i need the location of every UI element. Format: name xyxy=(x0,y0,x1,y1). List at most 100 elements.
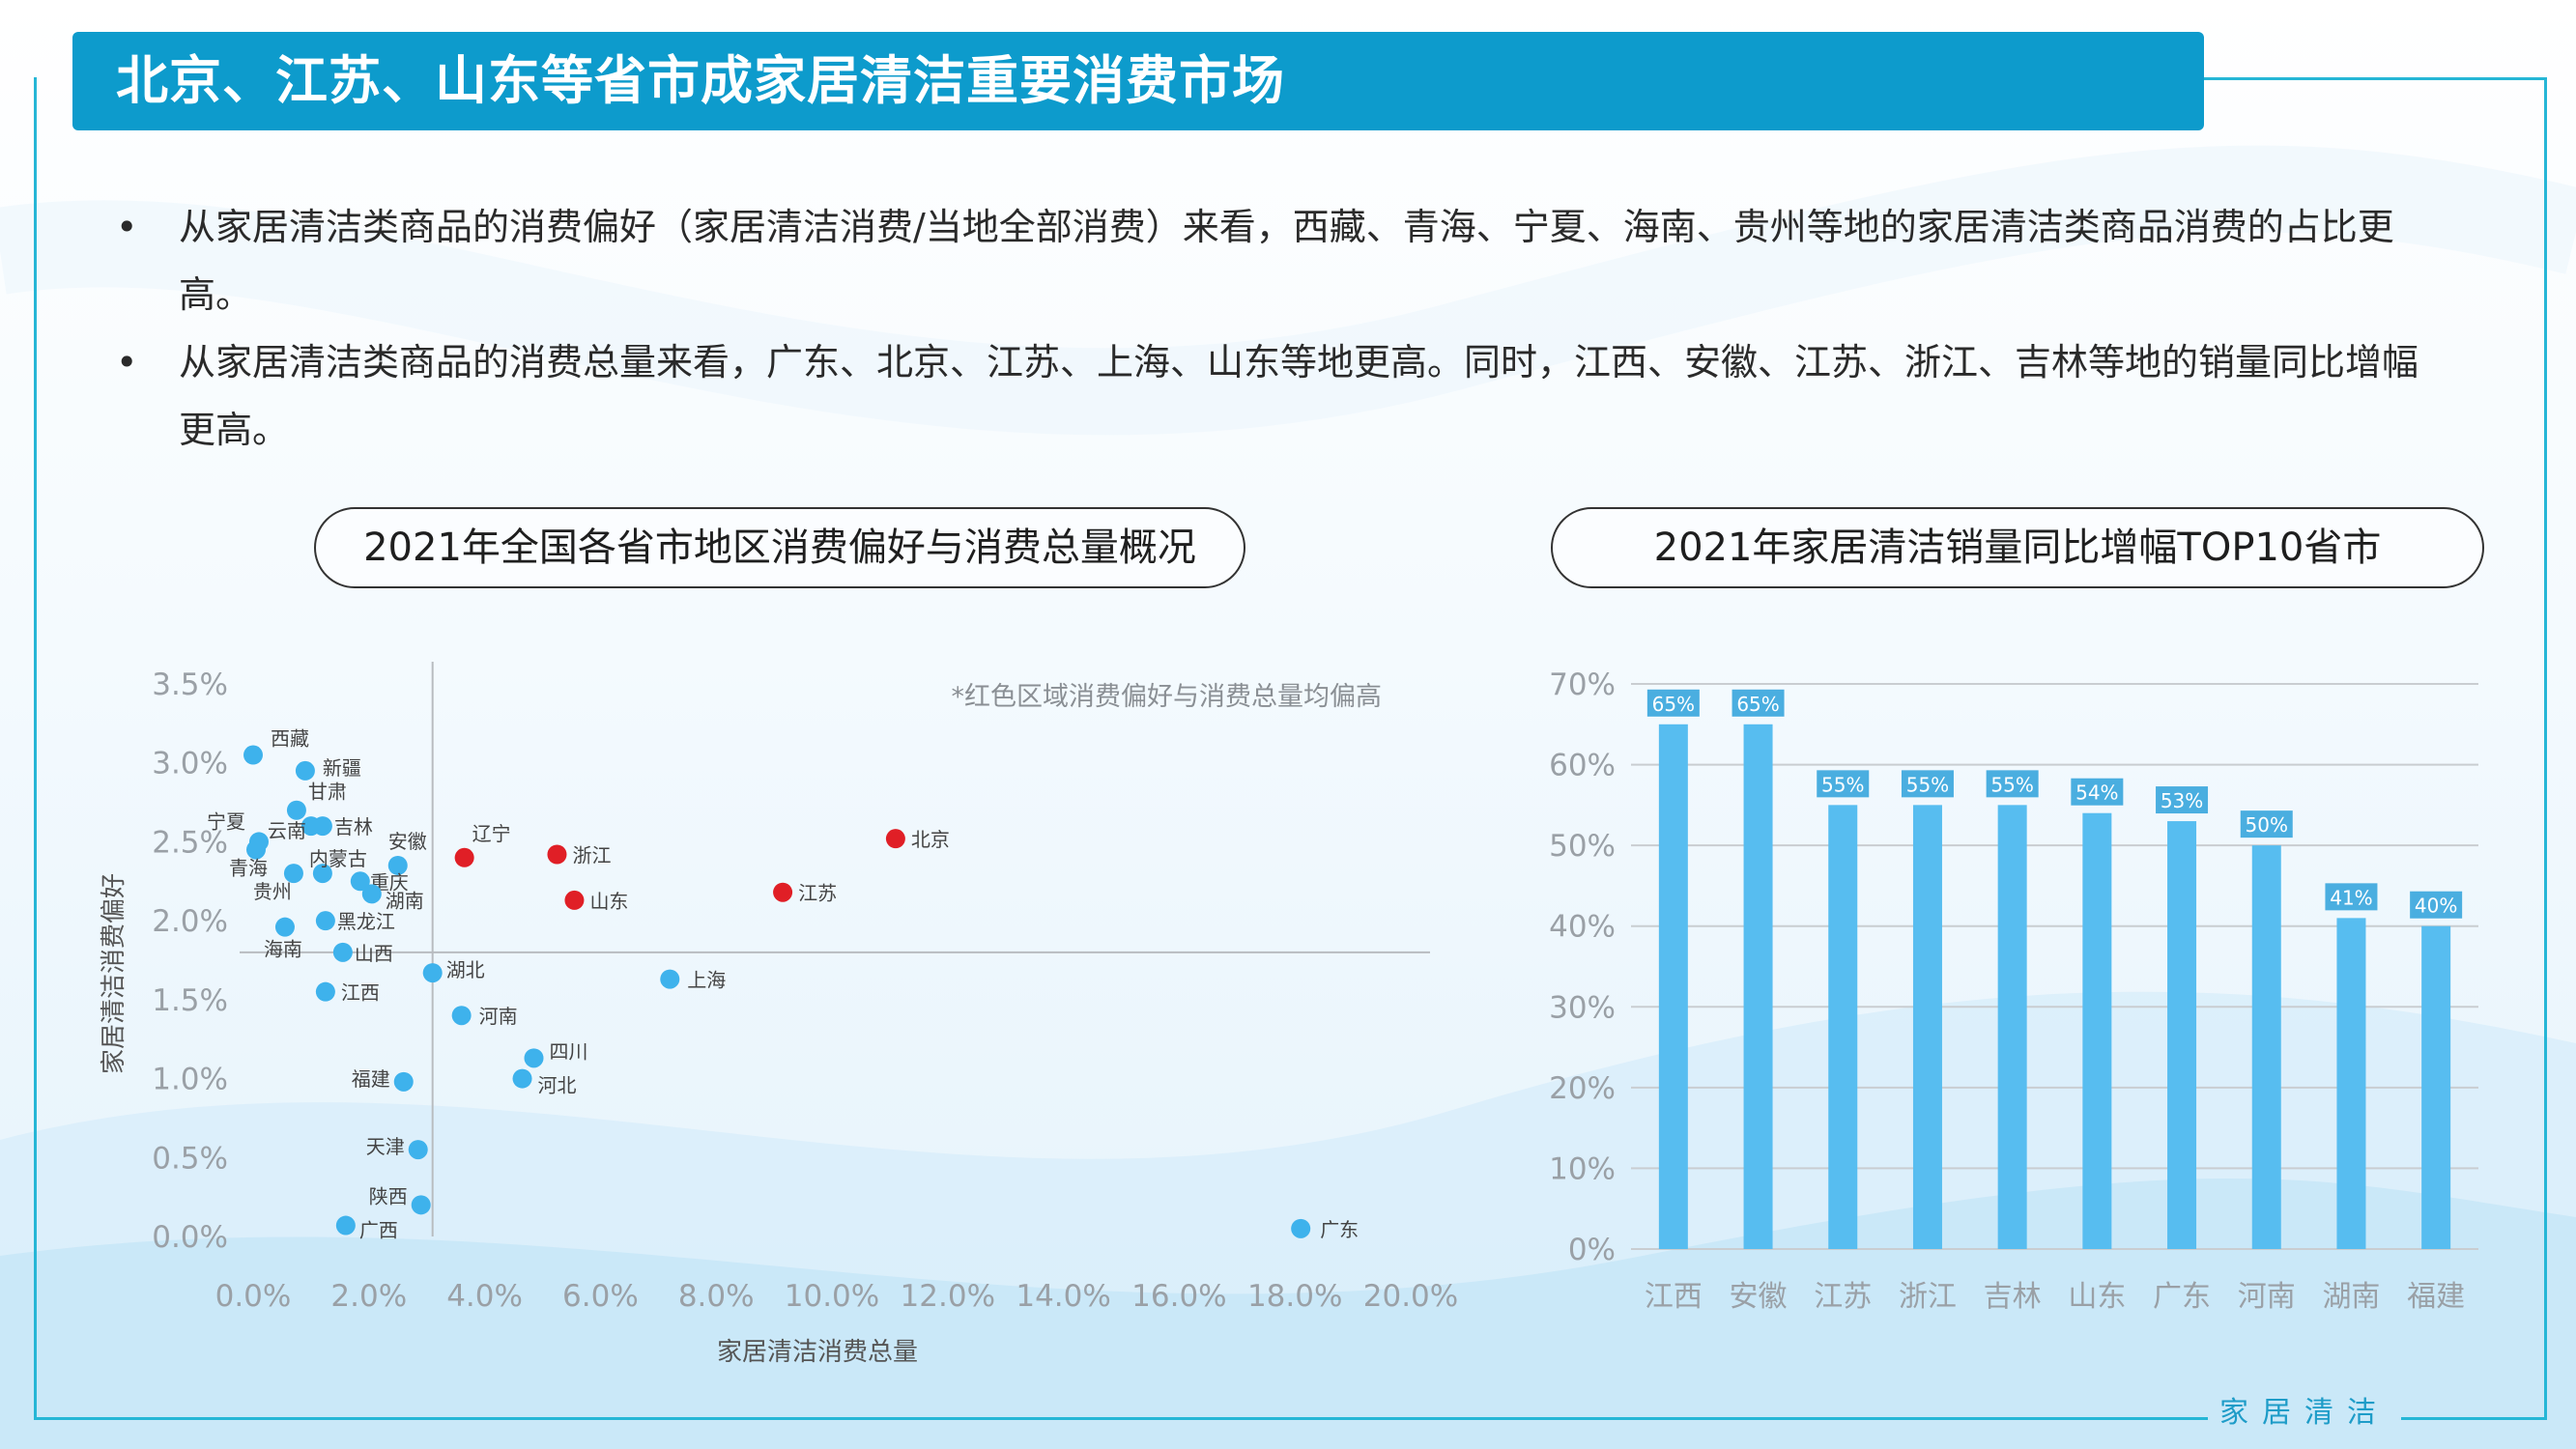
scatter-point-label: 甘肃 xyxy=(308,781,347,804)
scatter-x-tick-label: 20.0% xyxy=(1363,1279,1458,1314)
scatter-y-tick-label: 3.5% xyxy=(152,668,228,702)
scatter-point-label: 辽宁 xyxy=(472,822,511,845)
scatter-point xyxy=(773,882,793,902)
scatter-point-label: 吉林 xyxy=(334,815,373,838)
bullet-text: 从家居清洁类商品的消费偏好（家居清洁消费/当地全部消费）来看，西藏、青海、宁夏、… xyxy=(179,206,2394,316)
bullet-item: • 从家居清洁类商品的消费总量来看，广东、北京、江苏、上海、山东等地更高。同时，… xyxy=(106,328,2445,464)
scatter-y-tick-label: 2.0% xyxy=(152,904,228,939)
scatter-y-tick-label: 0.5% xyxy=(152,1141,228,1176)
bar-y-tick-label: 60% xyxy=(1549,749,1616,783)
scatter-point-label: 安徽 xyxy=(388,830,427,853)
scatter-point-label: 海南 xyxy=(264,938,302,961)
scatter-x-axis-label: 家居清洁消费总量 xyxy=(717,1338,918,1367)
scatter-point-label: 江苏 xyxy=(798,882,837,905)
scatter-point-label: 西藏 xyxy=(271,727,309,751)
scatter-x-tick-label: 6.0% xyxy=(562,1279,639,1314)
bar-y-tick-label: 0% xyxy=(1568,1233,1616,1267)
scatter-point xyxy=(411,1195,431,1215)
scatter-point xyxy=(564,890,585,910)
scatter-y-tick-label: 0.0% xyxy=(152,1220,228,1255)
scatter-point xyxy=(361,884,382,904)
scatter-point-label: 山西 xyxy=(355,942,393,965)
scatter-point xyxy=(512,1068,532,1089)
scatter-x-tick-label: 2.0% xyxy=(330,1279,407,1314)
bar-data-label: 55% xyxy=(1821,773,1864,796)
scatter-point xyxy=(335,1215,356,1236)
scatter-y-tick-label: 1.0% xyxy=(152,1063,228,1097)
scatter-y-tick-label: 2.5% xyxy=(152,825,228,860)
bar-y-tick-label: 10% xyxy=(1549,1151,1616,1186)
scatter-point-label: 青海 xyxy=(229,857,268,880)
scatter-x-tick-label: 10.0% xyxy=(785,1279,879,1314)
scatter-point-label: 湖北 xyxy=(446,958,485,981)
bar-data-label-box xyxy=(2410,891,2463,919)
scatter-point-label: 广西 xyxy=(359,1219,398,1242)
bar-chart-title: 2021年家居清洁销量同比增幅TOP10省市 xyxy=(1551,507,2484,588)
scatter-annotation: *红色区域消费偏好与消费总量均偏高 xyxy=(952,682,1383,712)
bar-category-label: 福建 xyxy=(2407,1280,2465,1314)
scatter-point-label: 福建 xyxy=(352,1067,390,1091)
bullet-text: 从家居清洁类商品的消费总量来看，广东、北京、江苏、上海、山东等地更高。同时，江西… xyxy=(179,341,2419,451)
scatter-point xyxy=(274,917,295,937)
scatter-point-label: 宁夏 xyxy=(207,810,245,833)
bar-data-label-box xyxy=(1986,770,2039,798)
bar-data-label-box xyxy=(1646,689,1700,717)
scatter-point xyxy=(350,871,370,892)
scatter-y-axis-label: 家居清洁消费偏好 xyxy=(100,873,129,1074)
scatter-point xyxy=(295,760,315,781)
bar xyxy=(2167,821,2197,1249)
bar xyxy=(2336,918,2366,1249)
scatter-point xyxy=(312,864,332,884)
scatter-point xyxy=(387,855,408,875)
bar-data-label: 65% xyxy=(1736,693,1779,716)
scatter-point xyxy=(454,847,474,867)
frame-top-right xyxy=(2204,77,2547,80)
bar xyxy=(1912,805,1942,1249)
frame-left xyxy=(34,77,37,1420)
scatter-point xyxy=(547,844,567,865)
bar-data-label: 40% xyxy=(2415,895,2457,918)
scatter-point xyxy=(393,1071,414,1092)
scatter-y-tick-label: 1.5% xyxy=(152,983,228,1018)
bar-data-label: 65% xyxy=(1652,693,1695,716)
bar xyxy=(2082,812,2112,1249)
scatter-point xyxy=(1291,1218,1311,1238)
page-title: 北京、江苏、山东等省市成家居清洁重要消费市场 xyxy=(116,50,1285,111)
scatter-point-label: 北京 xyxy=(911,828,950,851)
scatter-point-label: 四川 xyxy=(550,1039,588,1063)
bar-y-tick-label: 30% xyxy=(1549,990,1616,1025)
scatter-point-label: 黑龙江 xyxy=(337,910,395,933)
scatter-point xyxy=(332,942,353,962)
scatter-point xyxy=(286,800,306,820)
footer-label: 家居清洁 xyxy=(2219,1396,2390,1430)
bar-data-label-box xyxy=(1817,770,1870,798)
scatter-point xyxy=(315,981,335,1002)
bar-category-label: 山东 xyxy=(2068,1280,2126,1314)
scatter-point-label: 河南 xyxy=(479,1005,518,1028)
scatter-point xyxy=(524,1048,544,1068)
bar xyxy=(1997,805,2027,1249)
scatter-point xyxy=(660,969,680,989)
bar xyxy=(2421,925,2451,1249)
scatter-point xyxy=(243,745,263,765)
scatter-title: 2021年全国各省市地区消费偏好与消费总量概况 xyxy=(314,507,1245,588)
bar-y-tick-label: 20% xyxy=(1549,1071,1616,1106)
scatter-point xyxy=(283,864,303,884)
bar-data-label-box xyxy=(1901,770,1954,798)
scatter-y-tick-label: 3.0% xyxy=(152,747,228,781)
scatter-x-tick-label: 18.0% xyxy=(1247,1279,1342,1314)
bar-data-label: 55% xyxy=(1990,773,2033,796)
bar xyxy=(1828,805,1858,1249)
scatter-point-label: 内蒙古 xyxy=(309,847,367,870)
bar-y-tick-label: 40% xyxy=(1549,910,1616,945)
bar-category-label: 江西 xyxy=(1645,1280,1703,1314)
scatter-x-tick-label: 4.0% xyxy=(446,1279,523,1314)
bar-data-label: 55% xyxy=(1906,773,1949,796)
scatter-point-label: 湖南 xyxy=(386,889,424,912)
bar xyxy=(1658,724,1688,1249)
scatter-point-label: 河北 xyxy=(538,1074,577,1097)
scatter-x-tick-label: 0.0% xyxy=(215,1279,292,1314)
bar-category-label: 广东 xyxy=(2153,1280,2211,1314)
scatter-point-label: 广东 xyxy=(1320,1218,1359,1241)
